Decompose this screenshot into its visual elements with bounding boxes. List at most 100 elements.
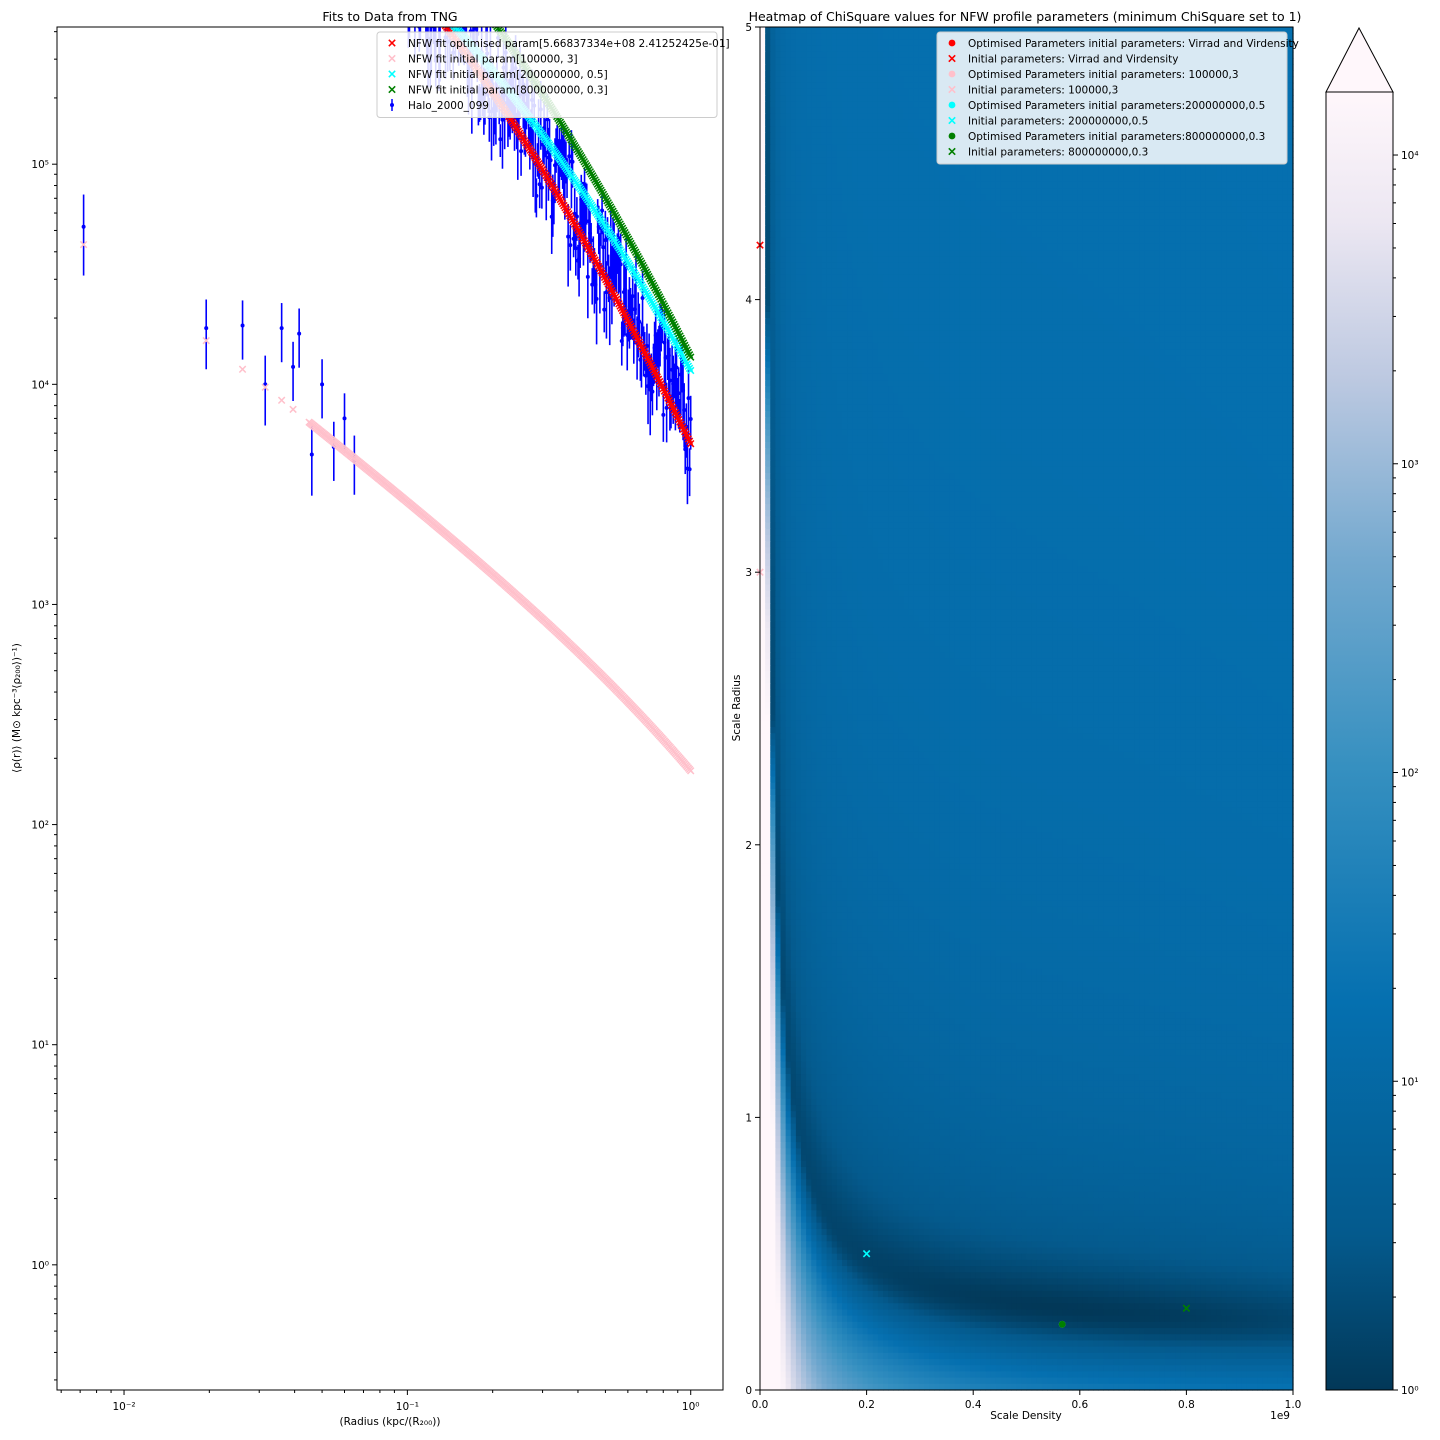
heatmap-cell: [790, 212, 797, 220]
heatmap-cell: [831, 70, 838, 78]
heatmap-cell: [877, 57, 884, 65]
heatmap-cell: [842, 163, 848, 171]
heatmap-cell: [1036, 212, 1043, 220]
heatmap-cell: [1134, 194, 1140, 202]
heatmap-cell: [836, 175, 843, 183]
heatmap-cell: [765, 144, 771, 152]
heatmap-cell: [1093, 175, 1099, 183]
heatmap-cell: [908, 113, 915, 121]
chisquare-heatmap-chart: Heatmap of ChiSquare values for NFW prof…: [731, 9, 1301, 1422]
fit-point: [428, 0, 434, 4]
heatmap-cell: [908, 57, 915, 65]
heatmap-cell: [1205, 175, 1212, 183]
heatmap-cell: [929, 194, 935, 202]
heatmap-cell: [975, 212, 981, 220]
heatmap-cell: [1195, 175, 1202, 183]
heatmap-cell: [847, 76, 853, 84]
heatmap-cell: [1205, 181, 1212, 189]
heatmap-cell: [898, 188, 905, 195]
heatmap-cell: [898, 82, 905, 90]
heatmap-cell: [1200, 194, 1207, 202]
heatmap-cell: [934, 181, 940, 189]
x-axis-label: (Radius (kpc/(R₂₀₀)): [339, 1416, 440, 1428]
heatmap-cell: [1226, 181, 1233, 189]
heatmap-cell: [785, 175, 792, 183]
heatmap-cell: [1200, 206, 1207, 214]
heatmap-cell: [1011, 200, 1017, 208]
heatmap-cell: [836, 88, 843, 96]
heatmap-cell: [857, 169, 864, 177]
heatmap-cell: [1200, 188, 1207, 195]
heatmap-cell: [1190, 181, 1197, 189]
heatmap-cell: [1113, 200, 1120, 208]
halo-data-point: [384, 0, 388, 8]
heatmap-cell: [1211, 194, 1217, 202]
heatmap-cell: [1016, 212, 1022, 220]
heatmap-cell: [790, 169, 797, 177]
heatmap-cell: [770, 82, 776, 90]
heatmap-cell: [1282, 212, 1289, 220]
heatmap-cell: [1016, 200, 1022, 208]
heatmap-cell: [1072, 181, 1079, 189]
heatmap-cell: [883, 157, 889, 164]
heatmap-cell: [806, 64, 812, 71]
heatmap-cell: [780, 51, 787, 59]
heatmap-cell: [1159, 188, 1166, 195]
heatmap-cell: [811, 132, 817, 140]
heatmap-cell: [1185, 206, 1192, 214]
heatmap-cell: [893, 181, 899, 189]
heatmap-cell: [780, 163, 787, 171]
heatmap-cell: [847, 150, 853, 158]
heatmap-cell: [1139, 212, 1145, 220]
heatmap-cell: [765, 175, 771, 183]
heatmap-cell: [898, 138, 905, 146]
heatmap-cell: [1144, 206, 1151, 214]
heatmap-cell: [924, 45, 930, 53]
heatmap-cell: [806, 119, 812, 127]
heatmap-cell: [898, 33, 905, 40]
heatmap-cell: [1031, 194, 1038, 202]
heatmap-cell: [831, 57, 838, 65]
heatmap-cell: [918, 101, 925, 109]
heatmap-cell: [908, 119, 915, 127]
heatmap-cell: [795, 188, 802, 195]
heatmap-cell: [1057, 169, 1063, 177]
heatmap-cell: [1170, 194, 1176, 202]
heatmap-cell: [790, 45, 797, 53]
heatmap-cell: [765, 206, 771, 214]
heatmap-cell: [1241, 169, 1248, 177]
heatmap-cell: [775, 138, 782, 146]
heatmap-cell: [1139, 175, 1145, 183]
halo-data-point: [465, 27, 468, 35]
heatmap-cell: [806, 200, 812, 208]
heatmap-cell: [852, 157, 858, 164]
heatmap-cell: [898, 212, 905, 220]
heatmap-cell: [1221, 200, 1227, 208]
heatmap-cell: [913, 113, 920, 121]
heatmap-cell: [1277, 169, 1284, 177]
heatmap-cell: [1185, 194, 1192, 202]
heatmap-cell: [836, 82, 843, 90]
heatmap-cell: [877, 119, 884, 127]
heatmap-cell: [852, 212, 858, 220]
heatmap-cell: [898, 175, 905, 183]
heatmap-cell: [816, 194, 823, 202]
heatmap-cell: [811, 138, 817, 146]
heatmap-cell: [918, 33, 925, 40]
heatmap-cell: [1088, 188, 1094, 195]
heatmap-cell: [1190, 175, 1197, 183]
heatmap-cell: [908, 33, 915, 40]
heatmap-cell: [1088, 212, 1094, 220]
heatmap-cell: [816, 39, 823, 47]
heatmap-cell: [929, 157, 935, 164]
heatmap-cell: [1231, 200, 1238, 208]
heatmap-cell: [852, 150, 858, 158]
chart-title: Fits to Data from TNG: [322, 9, 457, 24]
heatmap-cell: [888, 181, 894, 189]
heatmap-cell: [801, 194, 807, 202]
heatmap-cell: [801, 126, 807, 133]
heatmap-cell: [780, 126, 787, 133]
heatmap-cell: [1062, 188, 1069, 195]
heatmap-cell: [867, 82, 874, 90]
heatmap-cell: [965, 175, 971, 183]
